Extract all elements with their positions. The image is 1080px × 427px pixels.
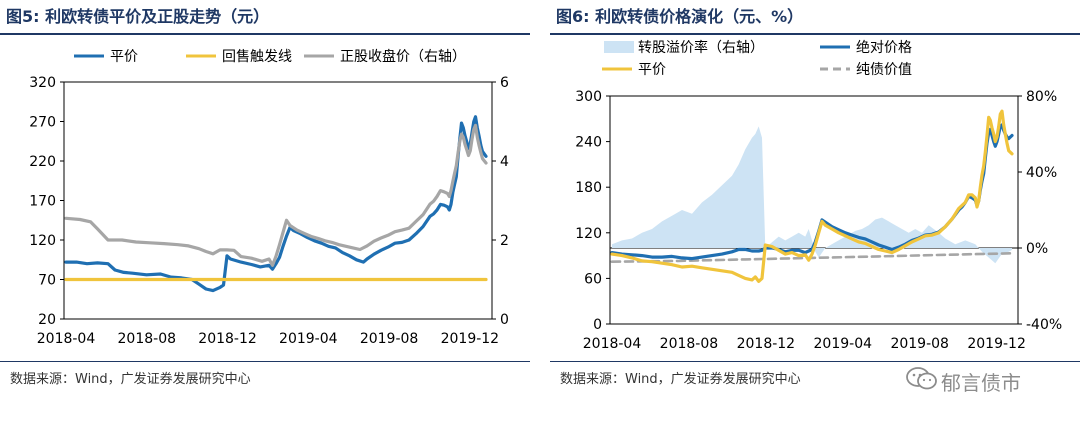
x-axis-tick-label: 2018-04: [37, 331, 96, 347]
watermark-text: 郁言债市: [941, 371, 1021, 395]
y2-axis-tick-label: 6: [500, 75, 509, 91]
title-rule: [550, 33, 1080, 35]
plot-area: [609, 95, 1019, 325]
series-1-2-line: [610, 123, 1014, 261]
y2-axis-tick-label: 0%: [1026, 241, 1048, 257]
figure-5-title: 图5: 利欧转债平价及正股走势（元）: [6, 7, 270, 26]
series-0-0-line: [64, 115, 488, 293]
figure-6-source: 数据来源：Wind，广发证券发展研究中心: [560, 372, 801, 387]
series-1-0-area: [612, 126, 1012, 264]
y-axis-tick-label: 320: [29, 75, 56, 91]
y-axis-tick-label: 170: [29, 194, 56, 210]
legend-label: 回售触发线: [222, 49, 292, 65]
x-axis-tick-label: 2019-12: [967, 336, 1026, 352]
source-rule: [550, 361, 1080, 362]
series-1-1-line: [610, 252, 1014, 263]
title-rule: [0, 33, 530, 35]
x-axis-tick-label: 2018-08: [118, 331, 177, 347]
watermark: 郁言债市: [905, 366, 1065, 395]
plot-area: [63, 81, 493, 320]
y2-axis-tick-label: 2: [500, 233, 509, 249]
figure-6-title-bar: 图6: 利欧转债价格演化（元、%）: [550, 0, 1080, 32]
legend-label: 正股收盘价（右轴）: [340, 48, 466, 65]
figure-5-panel: 图5: 利欧转债平价及正股走势（元） 320 270 220 170 120 70 20 6 4…: [0, 0, 530, 427]
y2-axis-tick-label: 4: [500, 154, 509, 170]
x-axis-tick-label: 2019-12: [441, 331, 500, 347]
x-axis-tick-label: 2019-08: [360, 331, 419, 347]
y-axis-tick-label: 70: [38, 273, 56, 289]
x-axis-tick-label: 2019-04: [814, 336, 873, 352]
legend-swatch-area: [604, 41, 634, 53]
y-axis-tick-label: 20: [38, 312, 56, 328]
legend-label: 平价: [110, 49, 138, 65]
series-0-2-line: [64, 123, 488, 267]
figure-6-title: 图6: 利欧转债价格演化（元、%）: [556, 7, 804, 26]
source-rule: [0, 361, 530, 362]
x-axis-tick-label: 2018-12: [198, 331, 257, 347]
x-axis-tick-label: 2018-12: [737, 336, 796, 352]
wechat-bubble-icon: [906, 367, 937, 390]
series-1-3-line: [610, 109, 1014, 283]
figure-6-panel: 图6: 利欧转债价格演化（元、%） 300 240 180 120 60 0 80% 40% 0…: [550, 0, 1080, 427]
y-axis-tick-label: 60: [584, 271, 602, 287]
legend-label: 转股溢价率（右轴）: [638, 39, 764, 56]
y-axis-tick-label: 220: [29, 154, 56, 170]
legend-label: 绝对价格: [856, 40, 912, 56]
y2-axis-tick-label: 40%: [1026, 165, 1057, 181]
x-axis-tick-label: 2018-08: [660, 336, 719, 352]
y-axis-tick-label: 270: [29, 115, 56, 131]
y-axis-tick-label: 300: [575, 89, 602, 105]
y2-axis-tick-label: -40%: [1026, 317, 1062, 333]
figure-5-title-bar: 图5: 利欧转债平价及正股走势（元）: [0, 0, 530, 32]
x-axis-tick-label: 2018-04: [583, 336, 642, 352]
y-axis-tick-label: 180: [575, 180, 602, 196]
y-axis-tick-label: 120: [29, 233, 56, 249]
y-axis-tick-label: 240: [575, 135, 602, 151]
y2-axis-tick-label: 80%: [1026, 89, 1057, 105]
legend-label: 平价: [638, 62, 666, 78]
y2-axis-tick-label: 0: [500, 312, 509, 328]
y-axis-tick-label: 120: [575, 226, 602, 242]
x-axis-tick-label: 2019-04: [279, 331, 338, 347]
figure-6-chart: 300 240 180 120 60 0 80% 40% 0% -40% 2018-04 2018-0…: [575, 39, 1062, 352]
y-axis-tick-label: 0: [593, 317, 602, 333]
figure-5-source: 数据来源：Wind，广发证券发展研究中心: [10, 372, 251, 387]
legend-label: 纯债价值: [856, 62, 912, 78]
x-axis-tick-label: 2019-08: [890, 336, 949, 352]
